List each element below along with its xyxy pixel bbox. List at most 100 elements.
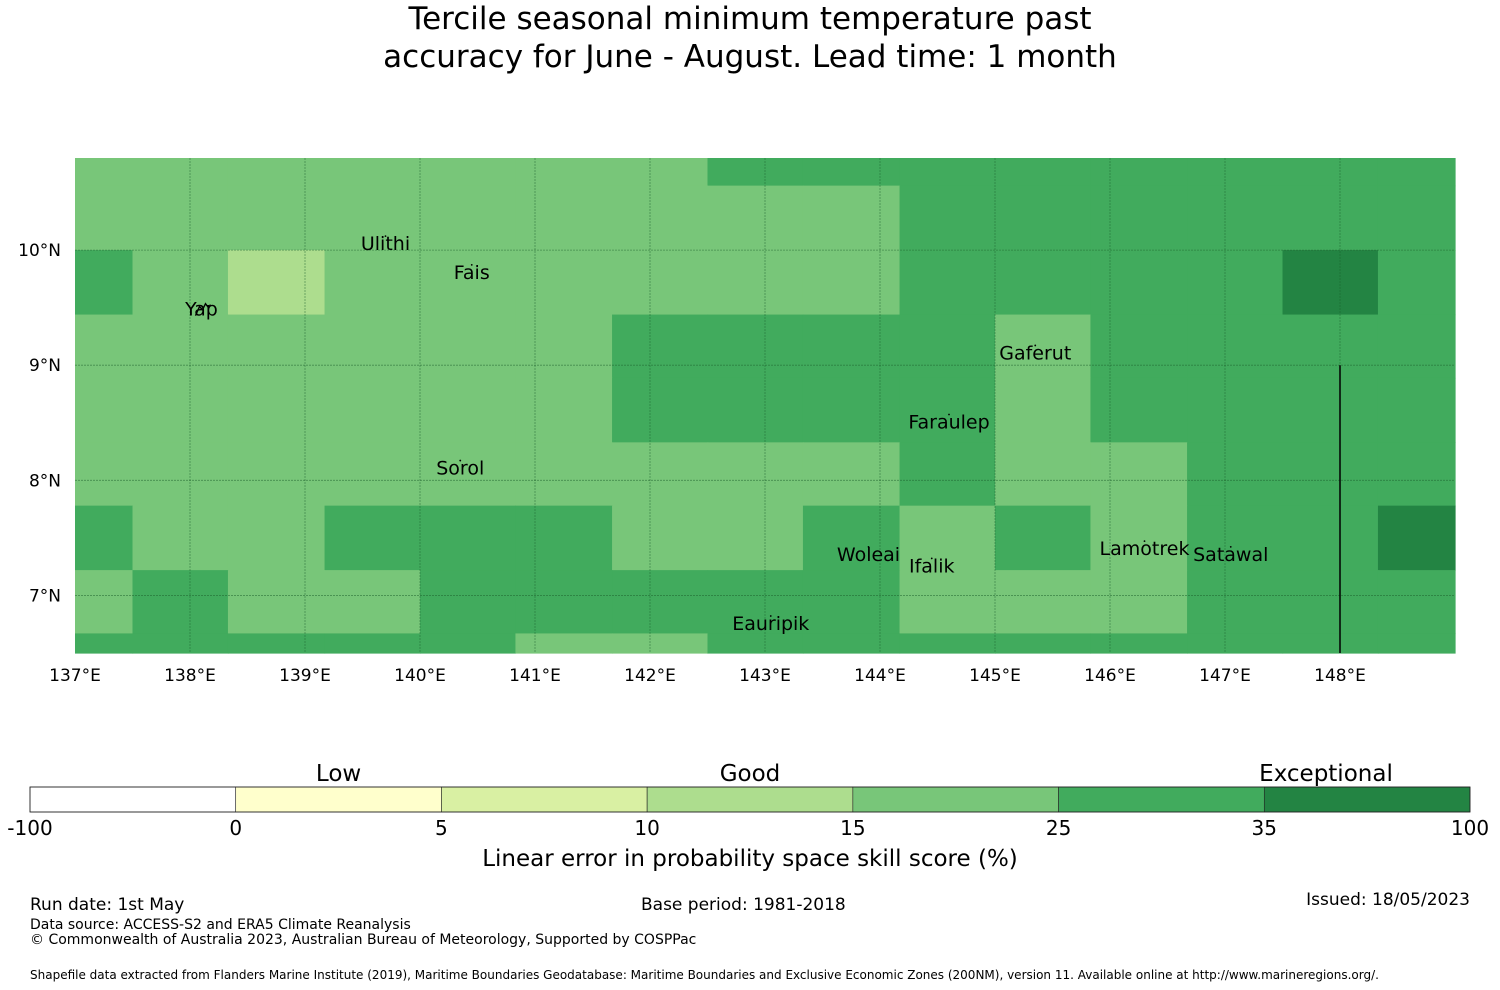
island-dot [384,235,387,237]
grid-cell [1377,442,1456,507]
legend-category-label: Good [720,761,781,787]
grid-cell [1282,185,1379,251]
grid-cell [612,633,709,654]
legend-swatch [1263,786,1471,813]
grid-cell [132,442,229,507]
island-label: Gaferut [999,342,1071,364]
grid-cell [899,505,996,571]
grid-cell [1187,314,1284,379]
grid-cell [1090,185,1188,251]
grid-cell [802,633,901,654]
grid-cell [420,185,517,251]
grid-cell [707,158,804,187]
island-dot [1229,546,1232,548]
grid-cell [1187,377,1284,443]
legend-tick-label: 25 [1046,816,1071,840]
lon-tick-label: 147°E [1199,666,1251,686]
grid-cell [612,570,709,635]
grid-cell [227,314,326,379]
grid-cell [227,158,326,187]
grid-cell [227,442,326,507]
grid-cell [75,158,134,187]
grid-cell [75,377,134,443]
grid-cell [515,158,613,187]
legend-swatch [29,786,237,813]
legend-tick-label: 10 [634,816,659,840]
grid-cell [1187,250,1284,316]
island-dot [1034,344,1037,347]
legend-swatch [852,786,1059,813]
grid-cell [1187,158,1284,187]
grid-cell [1377,158,1456,187]
grid-cell [420,505,517,571]
lon-tick-label: 143°E [739,666,791,686]
grid-cell [1377,250,1456,316]
grid-cell [612,505,709,571]
island-dot [948,413,950,416]
grid-cell [612,185,709,251]
grid-cell [1377,570,1456,635]
lat-tick-label: 8°N [29,471,61,491]
island-dot [470,263,473,266]
lon-tick-label: 146°E [1084,666,1136,686]
island-dot [769,615,772,617]
grid-cell [515,505,613,571]
grid-cell [324,377,421,443]
grid-cell [1090,442,1188,507]
grid-cell [515,570,613,635]
grid-cell [227,250,326,316]
data-source: Data source: ACCESS-S2 and ERA5 Climate … [30,917,411,933]
lon-tick-label: 144°E [854,666,906,686]
chart-title: Tercile seasonal minimum temperature pas… [0,0,1500,76]
grid-cell [1377,185,1456,251]
grid-cell [75,570,134,635]
grid-cell [802,250,901,316]
grid-cell [802,314,901,379]
grid-cell [995,570,1092,635]
grid-cell [802,505,901,571]
grid-cell [75,250,134,316]
grid-cell [1187,185,1284,251]
grid-cell [995,442,1092,507]
grid-cell [995,314,1092,379]
grid-cell [1090,633,1188,654]
grid-cell [899,633,996,654]
grid-cell [324,442,421,507]
lon-tick-label: 139°E [279,666,331,686]
grid-cell [612,250,709,316]
grid-cell [227,633,326,654]
legend-tick-label: 100 [1451,816,1489,840]
latitude-tick-labels: 10°N 9°N 8°N 7°N [18,241,61,606]
grid-cell [612,158,709,187]
grid-cell [420,158,517,187]
copyright-notice: © Commonwealth of Australia 2023, Austra… [30,932,697,948]
grid-cell [132,158,229,187]
grid-cell [324,633,421,654]
grid-cell [420,250,517,316]
grid-cell [707,377,804,443]
grid-cell [1282,250,1379,316]
grid-cell [995,158,1092,187]
grid-cell [1377,314,1456,379]
grid-cell [707,314,804,379]
grid-cell [515,250,613,316]
grid-cell [132,314,229,379]
island-label: Eauripik [732,613,809,635]
grid-cell [515,442,613,507]
grid-cell [515,314,613,379]
grid-cell [995,185,1092,251]
grid-cell [324,314,421,379]
grid-cell [612,377,709,443]
grid-cell [1377,505,1456,571]
grid-cell [1282,158,1379,187]
grid-cell [1090,377,1188,443]
grid-cell [802,185,901,251]
grid-cell [1090,250,1188,316]
grid-cell [707,570,804,635]
grid-cell [1377,633,1456,654]
longitude-tick-labels: 137°E 138°E 139°E 140°E 141°E 142°E 143°E 144°E… [49,666,1366,686]
grid-cell [899,442,996,507]
island-label: Ifalik [909,555,955,577]
grid-cell [1090,505,1188,571]
grid-cell [420,377,517,443]
